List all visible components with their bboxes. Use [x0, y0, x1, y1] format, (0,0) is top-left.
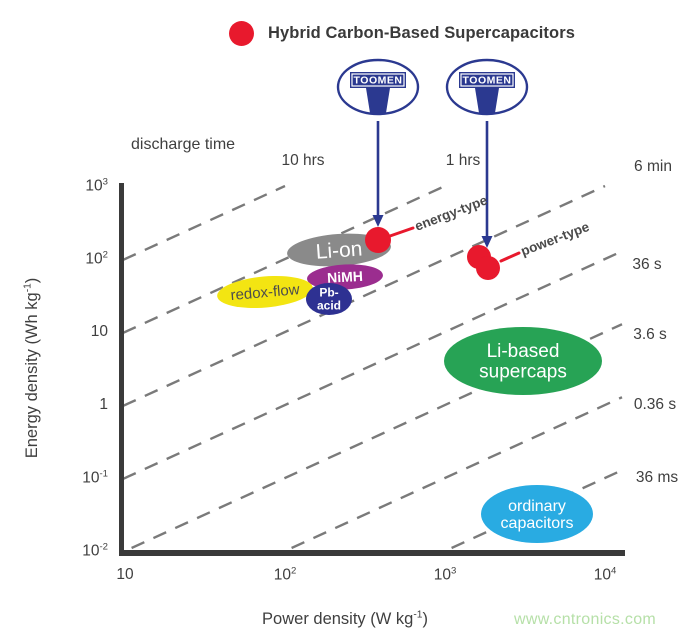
isochrone-line-10-hrs: [122, 184, 286, 262]
y-tick-base: 10: [85, 250, 103, 268]
y-tick-label: 10-2: [82, 541, 108, 560]
x-axis-title: Power density (W kg-1): [262, 609, 428, 629]
isochrone-line-0-36-s: [291, 396, 623, 550]
annotation-power-type: power-type: [519, 219, 592, 259]
y-tick-exponent: 2: [102, 249, 108, 261]
isochrone-line-36-s: [122, 250, 623, 481]
legend: Hybrid Carbon-Based Supercapacitors: [229, 21, 575, 46]
legend-label: Hybrid Carbon-Based Supercapacitors: [268, 24, 575, 42]
y-tick-base: 10: [90, 323, 108, 340]
y-tick-base: 10: [82, 542, 100, 560]
y-tick-base: 10: [82, 469, 100, 487]
region-ellipse-li-based-supercaps: [444, 327, 602, 395]
x-tick-base: 10: [116, 566, 134, 583]
time-label-6-min: 6 min: [634, 158, 672, 175]
x-tick-label: 103: [434, 565, 457, 584]
time-label-36-ms: 36 ms: [635, 469, 679, 486]
arrow-head-icon-2: [481, 236, 493, 248]
hybrid-power-type-point-b: [476, 256, 500, 280]
y-axis-title: Energy density (Wh kg-1): [22, 278, 42, 459]
toomen-logo-box: [350, 72, 406, 88]
toomen-logo-1: TOOMEN: [336, 58, 420, 116]
toomen-logo-text: TOOMEN: [463, 75, 512, 87]
annotation-connector-2: [499, 251, 521, 263]
y-tick-label: 1: [99, 396, 108, 414]
region-label-li-on: Li-on: [315, 238, 363, 264]
y-tick-exponent: 3: [102, 176, 108, 188]
toomen-logo-stem: [366, 88, 390, 113]
toomen-logo-box-inner-border: [351, 73, 405, 87]
discharge-time-label: discharge time: [131, 136, 236, 153]
x-tick-exponent: 2: [290, 565, 297, 577]
isochrone-line-6-min: [122, 184, 606, 408]
region-label-nimh: NiMH: [327, 268, 364, 286]
y-tick-base: 10: [85, 177, 103, 195]
legend-red-dot-icon: [229, 21, 254, 46]
annotation-energy-type: energy-type: [413, 192, 490, 234]
annotation-connector-1: [388, 226, 415, 238]
watermark: www.cntronics.com: [514, 611, 657, 628]
x-axis-title-sup: -1: [413, 609, 423, 621]
isochrone-line-36-ms: [451, 469, 623, 550]
x-axis-line: [119, 550, 625, 556]
arrow-head-icon-1: [372, 215, 384, 227]
region-label-redox-flow: redox-flow: [230, 281, 301, 304]
y-tick-label: 10: [91, 323, 108, 341]
x-tick-exponent: 3: [450, 565, 457, 577]
region-ordinary-capacitors: ordinary capacitors: [481, 485, 593, 543]
time-label-0-36-s: 0.36 s: [633, 396, 677, 413]
toomen-logo-text: TOOMEN: [354, 75, 403, 87]
region-pb-acid: Pb-acid: [306, 283, 352, 315]
region-ellipse-li-on: [287, 233, 391, 267]
region-ellipse-ordinary-capacitors: [481, 485, 593, 543]
y-tick-exponent: -1: [99, 468, 108, 480]
y-axis-title-close: ): [22, 277, 41, 284]
hybrid-energy-type-point: [365, 227, 391, 253]
x-tick-label: 10: [116, 566, 133, 584]
y-axis-title-text: Energy density (Wh kg: [22, 292, 41, 459]
region-label-ordinary-capacitors: ordinary capacitors: [501, 498, 574, 532]
x-tick-base: 10: [273, 566, 291, 584]
y-tick-label: 102: [85, 249, 108, 268]
time-label-10-hrs: 10 hrs: [281, 152, 325, 169]
x-axis-title-text: Power density (W kg: [262, 609, 414, 628]
region-ellipse-redox-flow: [217, 276, 313, 308]
isochrone-line-3-6-s: [131, 323, 623, 550]
x-axis-title-close: ): [422, 609, 428, 628]
x-tick-base: 10: [593, 566, 611, 584]
region-ellipse-pb-acid: [306, 283, 352, 315]
region-li-based-supercaps: Li-based supercaps: [444, 327, 602, 395]
region-li-on: Li-on: [287, 233, 391, 267]
time-label-36-s: 36 s: [632, 256, 662, 273]
time-label-3-6-s: 3.6 s: [633, 326, 667, 343]
x-tick-base: 10: [433, 566, 451, 584]
x-tick-label: 102: [274, 565, 297, 584]
y-tick-label: 103: [85, 176, 108, 195]
y-tick-exponent: -2: [99, 541, 108, 553]
region-redox-flow: redox-flow: [217, 276, 313, 308]
region-label-li-based-supercaps: Li-based supercaps: [479, 341, 567, 383]
isochrone-line-1-hrs: [122, 184, 446, 335]
x-tick-label: 104: [594, 565, 617, 584]
y-axis-line: [119, 183, 124, 556]
toomen-logo-box: [459, 72, 515, 88]
region-label-pb-acid: Pb-acid: [317, 286, 341, 313]
y-tick-base: 1: [99, 396, 108, 413]
y-axis-title-sup: -1: [22, 283, 34, 293]
x-tick-exponent: 4: [610, 565, 617, 577]
toomen-logo-box-inner-border: [460, 73, 514, 87]
toomen-logo-2: TOOMEN: [445, 58, 529, 116]
toomen-logo-stem: [475, 88, 499, 113]
time-label-1-hrs: 1 hrs: [445, 152, 481, 169]
y-tick-label: 10-1: [82, 468, 108, 487]
